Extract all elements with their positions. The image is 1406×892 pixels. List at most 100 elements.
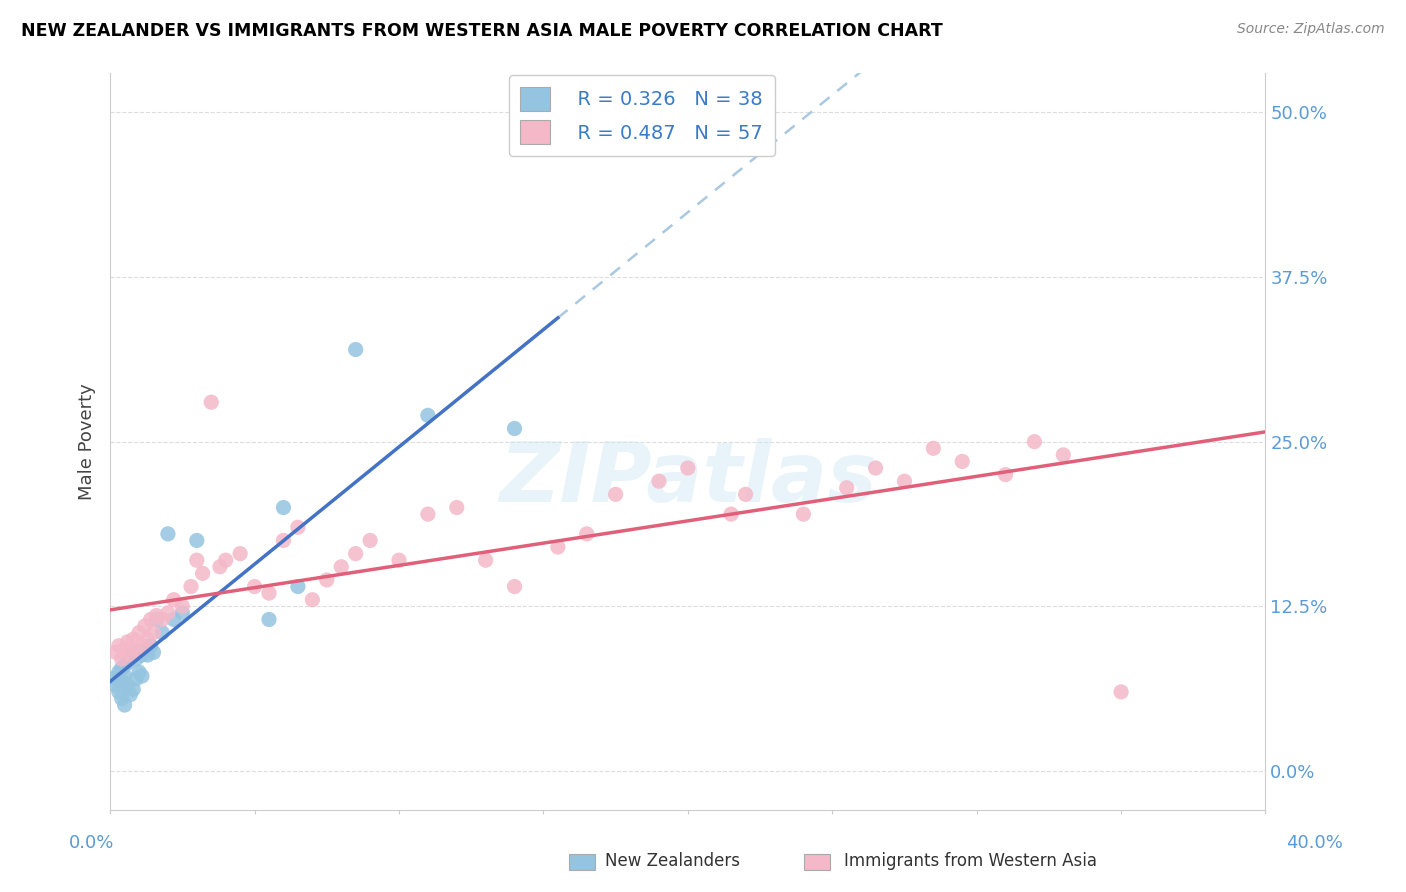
Point bbox=[200, 395, 222, 409]
Point bbox=[131, 648, 153, 662]
Point bbox=[180, 580, 202, 594]
Point bbox=[128, 665, 150, 680]
Point bbox=[111, 661, 134, 675]
Point bbox=[835, 481, 858, 495]
Point bbox=[1109, 685, 1132, 699]
Point bbox=[994, 467, 1017, 482]
Point bbox=[117, 678, 139, 692]
Point bbox=[122, 632, 145, 647]
Point bbox=[330, 559, 353, 574]
Point bbox=[287, 520, 309, 534]
Text: Immigrants from Western Asia: Immigrants from Western Asia bbox=[844, 852, 1097, 870]
Point bbox=[648, 474, 671, 488]
Point bbox=[117, 635, 139, 649]
Point bbox=[547, 540, 569, 554]
Point bbox=[145, 612, 167, 626]
Point bbox=[191, 566, 214, 581]
Point bbox=[108, 665, 131, 680]
Point bbox=[131, 669, 153, 683]
Point bbox=[257, 586, 280, 600]
Point bbox=[104, 645, 127, 659]
Point bbox=[120, 688, 142, 702]
Point bbox=[139, 612, 162, 626]
Point bbox=[243, 580, 266, 594]
Text: New Zealanders: New Zealanders bbox=[605, 852, 740, 870]
Point bbox=[108, 685, 131, 699]
Point bbox=[388, 553, 411, 567]
Point bbox=[273, 500, 295, 515]
Point bbox=[416, 507, 439, 521]
Point bbox=[344, 547, 367, 561]
Point bbox=[257, 612, 280, 626]
Point bbox=[108, 639, 131, 653]
Point bbox=[114, 642, 136, 657]
Point bbox=[145, 608, 167, 623]
Point bbox=[315, 573, 337, 587]
Point bbox=[150, 625, 173, 640]
Point bbox=[893, 474, 915, 488]
Point bbox=[186, 553, 208, 567]
Point bbox=[114, 698, 136, 712]
Text: Source: ZipAtlas.com: Source: ZipAtlas.com bbox=[1237, 22, 1385, 37]
Point bbox=[172, 606, 194, 620]
Point bbox=[273, 533, 295, 548]
Point bbox=[134, 642, 156, 657]
Point bbox=[104, 678, 127, 692]
Point bbox=[287, 580, 309, 594]
Point bbox=[101, 672, 124, 686]
Point bbox=[605, 487, 627, 501]
Point bbox=[125, 652, 148, 666]
Point bbox=[142, 625, 165, 640]
Point bbox=[474, 553, 496, 567]
Y-axis label: Male Poverty: Male Poverty bbox=[79, 384, 96, 500]
Point bbox=[172, 599, 194, 614]
Point bbox=[344, 343, 367, 357]
Point bbox=[1024, 434, 1046, 449]
Point bbox=[139, 639, 162, 653]
Point bbox=[117, 656, 139, 670]
Point bbox=[163, 592, 186, 607]
Point bbox=[125, 642, 148, 657]
Point bbox=[792, 507, 814, 521]
Point bbox=[575, 527, 598, 541]
Point bbox=[156, 527, 179, 541]
Point bbox=[229, 547, 252, 561]
Text: NEW ZEALANDER VS IMMIGRANTS FROM WESTERN ASIA MALE POVERTY CORRELATION CHART: NEW ZEALANDER VS IMMIGRANTS FROM WESTERN… bbox=[21, 22, 943, 40]
Point bbox=[676, 461, 699, 475]
Point bbox=[156, 606, 179, 620]
Point bbox=[125, 672, 148, 686]
Point bbox=[301, 592, 323, 607]
Point bbox=[416, 409, 439, 423]
Point bbox=[950, 454, 973, 468]
Point bbox=[120, 652, 142, 666]
Point bbox=[114, 658, 136, 673]
Point bbox=[122, 682, 145, 697]
Point bbox=[503, 421, 526, 435]
Point bbox=[128, 645, 150, 659]
Point bbox=[922, 442, 945, 456]
Point bbox=[1052, 448, 1074, 462]
Point bbox=[186, 533, 208, 548]
Text: 0.0%: 0.0% bbox=[69, 834, 114, 852]
Text: 40.0%: 40.0% bbox=[1286, 834, 1343, 852]
Point bbox=[128, 625, 150, 640]
Legend:   R = 0.326   N = 38,   R = 0.487   N = 57: R = 0.326 N = 38, R = 0.487 N = 57 bbox=[509, 75, 775, 156]
Point bbox=[446, 500, 468, 515]
Point bbox=[134, 619, 156, 633]
Point bbox=[865, 461, 887, 475]
Point bbox=[150, 612, 173, 626]
Point bbox=[163, 612, 186, 626]
Point bbox=[111, 674, 134, 689]
Point bbox=[503, 580, 526, 594]
Point bbox=[122, 648, 145, 662]
Point bbox=[359, 533, 381, 548]
Point bbox=[111, 652, 134, 666]
Point bbox=[720, 507, 742, 521]
Point bbox=[111, 691, 134, 706]
Point bbox=[208, 559, 231, 574]
Point bbox=[136, 632, 159, 647]
Point bbox=[215, 553, 238, 567]
Point bbox=[131, 639, 153, 653]
Text: ZIPatlas: ZIPatlas bbox=[499, 438, 877, 519]
Point bbox=[734, 487, 756, 501]
